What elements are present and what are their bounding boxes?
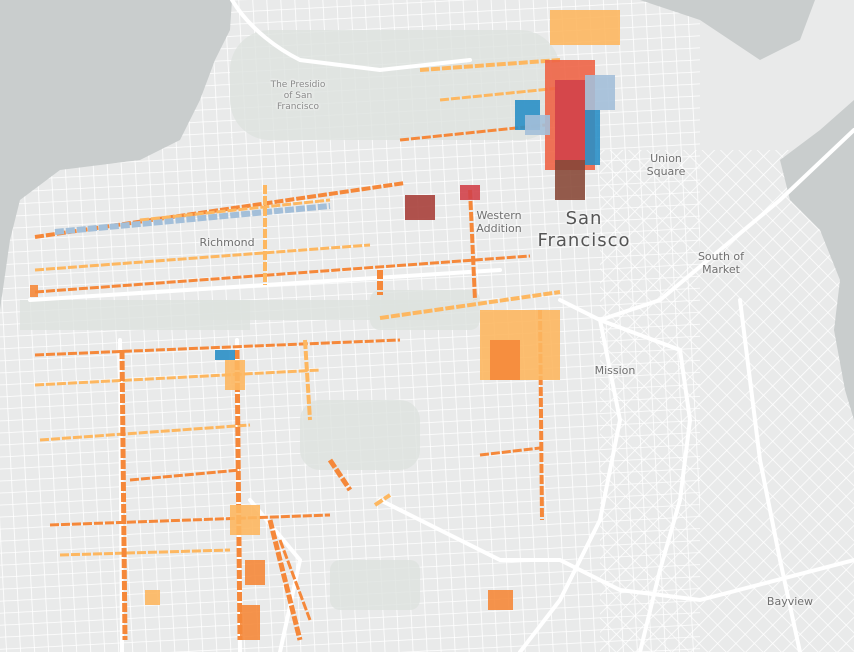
data-segment (419, 58, 561, 72)
data-segment (34, 254, 531, 294)
data-block (225, 360, 245, 390)
data-block (555, 160, 585, 200)
data-block (215, 350, 235, 360)
highway (248, 498, 303, 652)
data-block (585, 110, 600, 165)
data-segment (439, 86, 561, 102)
data-segment (234, 349, 243, 641)
highway (378, 498, 854, 603)
data-block (30, 285, 38, 297)
highway (230, 0, 472, 73)
data-segment (39, 423, 251, 442)
data-segment (129, 468, 241, 482)
data-segment (139, 198, 331, 222)
data-block (405, 195, 435, 220)
data-block (585, 75, 615, 110)
label-san-francisco: San Francisco (537, 208, 631, 251)
data-segment (34, 338, 401, 357)
park (300, 400, 420, 470)
data-block (245, 560, 265, 585)
data-block (555, 80, 585, 170)
label-bayview: Bayview (766, 595, 814, 608)
data-segment (34, 368, 321, 387)
data-block (240, 605, 260, 640)
data-segment (479, 446, 541, 457)
data-segment (49, 513, 331, 527)
data-block (230, 505, 260, 535)
data-segment (327, 458, 353, 492)
data-segment (373, 493, 392, 507)
data-segment (59, 548, 231, 557)
park (230, 30, 560, 140)
data-segment (468, 189, 477, 301)
data-segment (54, 203, 331, 235)
data-segment (278, 539, 312, 621)
park (330, 560, 420, 610)
data-segment (379, 290, 561, 320)
data-block (460, 185, 480, 200)
data-block (490, 340, 520, 380)
data-segment (267, 519, 303, 641)
highway (738, 298, 802, 652)
highway (518, 318, 623, 652)
data-segment (303, 339, 312, 421)
label-presidio: The Presidio of San Francisco (270, 80, 326, 112)
data-segment (34, 243, 371, 272)
data-segment (119, 349, 128, 641)
label-richmond: Richmond (199, 236, 255, 249)
data-block (488, 590, 513, 610)
park (20, 300, 250, 330)
label-union-square: Union Square (646, 152, 686, 178)
data-block (525, 115, 550, 135)
data-block (145, 590, 160, 605)
highway (598, 128, 854, 322)
data-block (550, 10, 620, 45)
label-mission: Mission (594, 364, 636, 377)
label-western-addition: Western Addition (476, 209, 522, 235)
label-south-of-market: South of Market (697, 250, 745, 276)
